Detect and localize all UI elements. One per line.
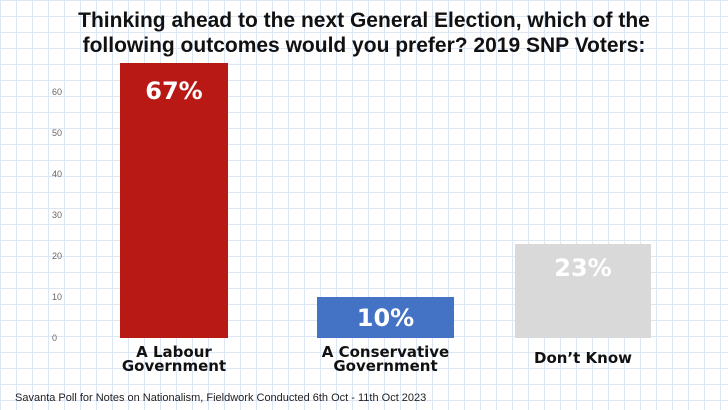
bar-conservative: 10% bbox=[317, 297, 454, 338]
bar-labour: 67% bbox=[120, 63, 228, 338]
y-tick: 60 bbox=[52, 87, 63, 97]
y-tick: 0 bbox=[52, 333, 58, 343]
y-tick: 30 bbox=[52, 210, 63, 220]
chart-title: Thinking ahead to the next General Elect… bbox=[78, 9, 650, 57]
bar-value-label: 10% bbox=[356, 304, 415, 332]
category-label-dont-know: Don’t Know bbox=[534, 349, 632, 367]
y-tick: 10 bbox=[52, 292, 63, 302]
y-tick: 40 bbox=[52, 169, 63, 179]
category-label-conservative: A Conservative Government bbox=[321, 343, 450, 375]
source-note: Savanta Poll for Notes on Nationalism, F… bbox=[15, 392, 427, 404]
y-tick: 50 bbox=[52, 128, 63, 138]
bar-value-label: 23% bbox=[554, 254, 612, 282]
y-tick: 20 bbox=[52, 251, 63, 261]
bar-dont-know: 23% bbox=[515, 244, 651, 338]
category-label-labour: A Labour Government bbox=[121, 343, 227, 375]
bar-value-label: 67% bbox=[145, 77, 203, 105]
